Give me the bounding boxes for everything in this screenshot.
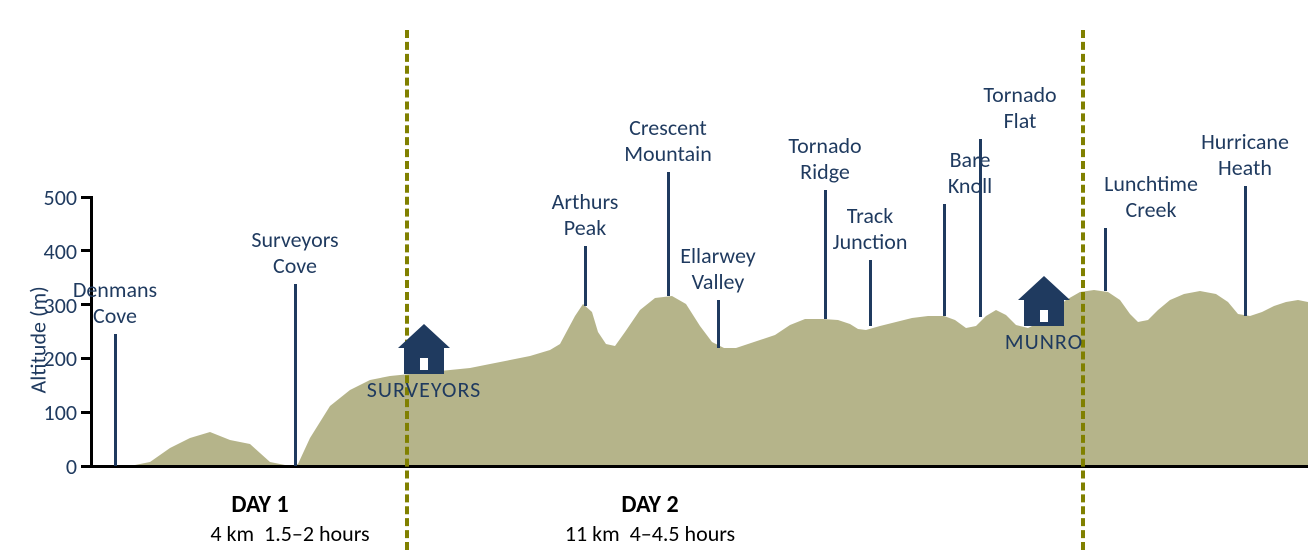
landmark-label: Tornado Ridge (745, 133, 905, 184)
landmark-label: Tornado Flat (940, 82, 1100, 133)
hut-icon (396, 324, 452, 374)
landmark-label: Crescent Mountain (588, 115, 748, 166)
day-title: DAY 2 (550, 490, 750, 519)
landmark-line (869, 260, 872, 326)
landmark-label: Denmans Cove (35, 277, 195, 328)
y-tick-label: 0 (31, 453, 77, 480)
y-tick-label: 200 (31, 345, 77, 372)
y-tick-mark (81, 357, 91, 360)
landmark-label: Bare Knoll (890, 147, 1050, 198)
y-tick-label: 100 (31, 399, 77, 426)
landmark-label: Arthurs Peak (505, 189, 665, 240)
day-divider (405, 30, 409, 550)
day-subtitle: 11 km 4–4.5 hours (500, 520, 800, 547)
landmark-line (979, 139, 982, 317)
hut-label: SURVEYORS (344, 376, 504, 403)
y-axis-line (90, 196, 93, 467)
hut-label: MUNRO (964, 328, 1124, 355)
y-tick-mark (81, 249, 91, 252)
elevation-profile-chart: Altitude (m) 0100200300400500 Denmans Co… (0, 0, 1308, 556)
landmark-label: Surveyors Cove (215, 227, 375, 278)
landmark-line (584, 246, 587, 306)
y-tick-label: 400 (31, 238, 77, 265)
landmark-line (717, 300, 720, 348)
day-title: DAY 1 (160, 490, 360, 519)
y-tick-mark (81, 196, 91, 199)
landmark-line (114, 334, 117, 466)
day-subtitle: 4 km 1.5–2 hours (140, 520, 440, 547)
landmark-line (1104, 228, 1107, 291)
landmark-label: Track Junction (790, 203, 950, 254)
landmark-label: Ellarwey Valley (638, 243, 798, 294)
y-tick-mark (81, 411, 91, 414)
y-tick-mark (81, 465, 91, 468)
landmark-label: Hurricane Heath (1165, 129, 1308, 180)
hut-icon (1016, 276, 1072, 326)
landmark-line (943, 204, 946, 316)
y-tick-label: 500 (31, 184, 77, 211)
x-axis-line (90, 465, 1308, 468)
landmark-line (1244, 186, 1247, 316)
landmark-line (294, 284, 297, 466)
